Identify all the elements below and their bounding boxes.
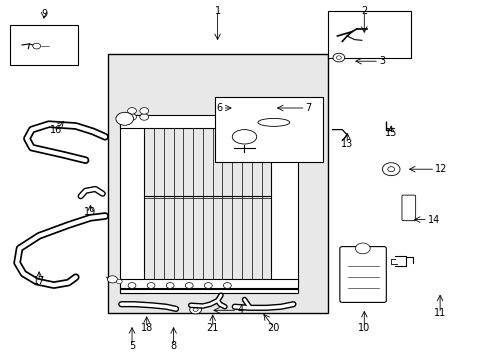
FancyBboxPatch shape [120,289,298,293]
Circle shape [128,283,136,288]
Circle shape [140,108,148,114]
Text: 15: 15 [384,128,397,138]
Circle shape [279,116,287,122]
Circle shape [223,283,231,288]
Text: 1: 1 [214,6,220,16]
FancyBboxPatch shape [339,247,386,302]
FancyBboxPatch shape [327,11,410,58]
FancyBboxPatch shape [120,115,144,293]
Text: 11: 11 [433,308,446,318]
Circle shape [332,53,344,62]
FancyBboxPatch shape [271,110,298,283]
Circle shape [116,279,122,284]
Text: 3: 3 [378,56,385,66]
Text: 10: 10 [357,323,370,333]
Text: 5: 5 [129,341,135,351]
Circle shape [166,283,174,288]
Circle shape [116,112,133,125]
Text: 6: 6 [216,103,222,113]
FancyBboxPatch shape [120,279,298,288]
Circle shape [147,283,155,288]
Ellipse shape [232,130,256,144]
Text: 16: 16 [50,125,62,135]
Text: 17: 17 [33,276,45,286]
Text: 18: 18 [140,323,153,333]
FancyBboxPatch shape [401,195,415,221]
FancyBboxPatch shape [215,97,322,162]
Text: 2: 2 [361,6,366,16]
Text: 14: 14 [427,215,439,225]
Text: 12: 12 [434,164,447,174]
Circle shape [355,243,369,254]
FancyBboxPatch shape [120,115,298,128]
Circle shape [204,283,212,288]
Circle shape [185,283,193,288]
Text: 7: 7 [305,103,311,113]
Text: 8: 8 [170,341,176,351]
Circle shape [127,114,136,120]
Circle shape [279,109,287,115]
Text: 13: 13 [340,139,353,149]
Ellipse shape [258,118,289,126]
Text: 19: 19 [84,207,97,217]
Text: 20: 20 [267,323,280,333]
Circle shape [382,163,399,176]
Text: 4: 4 [237,305,243,315]
Circle shape [336,56,341,59]
FancyBboxPatch shape [10,25,78,65]
FancyBboxPatch shape [107,54,327,313]
Text: 9: 9 [41,9,47,19]
Circle shape [193,308,198,311]
Circle shape [140,114,148,120]
Circle shape [127,108,136,114]
Circle shape [189,305,201,314]
Circle shape [387,167,394,172]
Text: 21: 21 [206,323,219,333]
Circle shape [107,276,117,283]
Circle shape [33,43,41,49]
